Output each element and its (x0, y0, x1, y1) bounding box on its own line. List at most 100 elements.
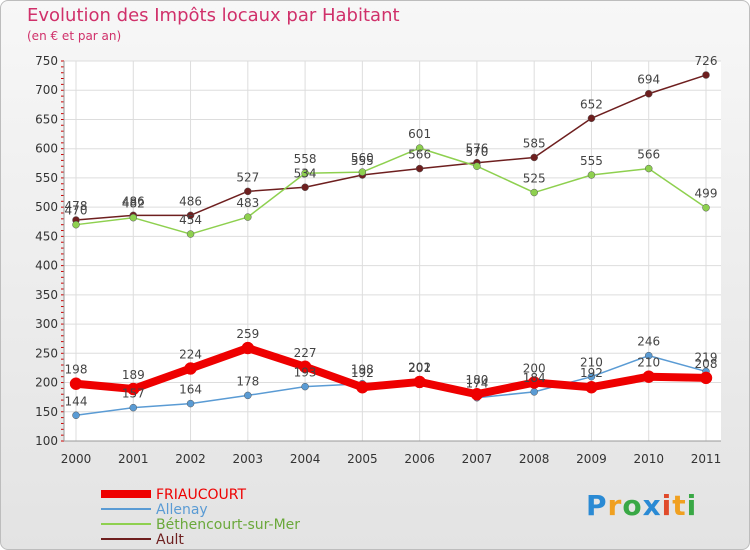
data-point (184, 362, 197, 375)
data-point (244, 187, 252, 196)
x-tick-label: 2001 (118, 452, 149, 466)
data-point (413, 375, 426, 389)
series-line-Ault (75, 74, 707, 221)
data-label: 560 (351, 151, 374, 165)
x-tick-label: 2011 (691, 452, 722, 466)
data-point (358, 168, 367, 176)
data-label: 694 (637, 73, 660, 87)
data-point (72, 220, 80, 229)
data-point (127, 382, 140, 396)
data-point (298, 360, 312, 374)
x-tick-label: 2007 (462, 452, 493, 466)
data-label: 576 (465, 142, 488, 156)
data-point (241, 341, 255, 355)
data-label: 525 (523, 172, 546, 186)
data-point (530, 153, 538, 162)
data-point (415, 164, 424, 173)
data-point (585, 380, 598, 394)
legend-label: Béthencourt-sur-Mer (156, 517, 300, 533)
data-point (129, 213, 138, 222)
x-tick-label: 2010 (633, 452, 664, 466)
data-point (186, 399, 195, 408)
x-tick-label: 2003 (233, 452, 264, 466)
data-point (644, 164, 653, 173)
legend-label: Ault (156, 532, 184, 548)
y-tick-label: 350 (35, 288, 58, 302)
data-label: 601 (408, 127, 431, 141)
data-label: 189 (122, 368, 145, 382)
data-point (69, 377, 83, 390)
data-label: 486 (179, 194, 202, 208)
data-label: 470 (65, 204, 88, 218)
data-label: 193 (294, 366, 317, 380)
y-tick-label: 200 (35, 376, 58, 390)
data-label: 527 (236, 170, 259, 184)
y-tick-label: 100 (35, 434, 58, 448)
data-point (470, 387, 484, 401)
data-label: 164 (179, 383, 202, 397)
data-point (415, 144, 424, 152)
data-label: 482 (122, 197, 145, 211)
legend-label: FRIAUCOURT (156, 487, 246, 503)
logo-letter: o (622, 489, 643, 522)
logo-letter: r (607, 489, 623, 522)
proxiti-logo: Proxiti (586, 489, 697, 522)
data-label: 219 (695, 350, 718, 364)
data-point (72, 411, 80, 420)
data-label: 227 (294, 346, 317, 360)
y-tick-label: 600 (35, 142, 58, 156)
data-label: 566 (637, 148, 660, 162)
data-point (644, 351, 653, 360)
x-tick-label: 2008 (519, 452, 550, 466)
data-label: 652 (580, 97, 603, 111)
data-point (530, 188, 538, 197)
data-label: 726 (695, 54, 718, 68)
data-point (702, 71, 710, 79)
chart-title: Evolution des Impôts locaux par Habitant (27, 5, 400, 26)
data-label: 174 (465, 377, 488, 391)
x-tick-label: 2009 (576, 452, 607, 466)
data-label: 555 (351, 154, 374, 168)
y-tick-label: 150 (35, 405, 58, 419)
data-point (244, 391, 252, 400)
data-label: 192 (351, 366, 374, 380)
data-label: 558 (294, 152, 317, 166)
y-tick-label: 250 (35, 346, 58, 360)
logo-letter: i (661, 489, 673, 522)
logo-letter: P (586, 489, 608, 522)
y-tick-label: 400 (35, 259, 58, 273)
data-label: 483 (236, 196, 259, 210)
logo-letter: x (642, 489, 662, 522)
data-label: 478 (65, 199, 88, 213)
data-label: 499 (695, 187, 718, 201)
data-label: 144 (65, 394, 88, 408)
logo-letter: t (672, 489, 687, 522)
y-tick-label: 500 (35, 200, 58, 214)
y-tick-label: 300 (35, 317, 58, 331)
data-label: 210 (580, 356, 603, 370)
chart-subtitle: (en € et par an) (27, 29, 122, 43)
data-point (301, 169, 309, 177)
data-point (527, 376, 541, 389)
data-point (473, 162, 481, 170)
data-label: 224 (179, 348, 202, 362)
data-point (642, 370, 655, 383)
y-tick-label: 650 (35, 112, 58, 126)
data-label: 454 (179, 213, 202, 227)
data-label: 180 (465, 373, 488, 387)
data-point (129, 403, 138, 412)
data-label: 178 (236, 374, 259, 388)
data-point (699, 371, 713, 385)
data-label: 534 (294, 166, 317, 180)
series-line-Béthencourt-sur-Mer (75, 147, 707, 235)
data-point (587, 114, 596, 123)
data-point (530, 388, 538, 396)
data-label: 259 (236, 327, 259, 341)
data-point (186, 230, 195, 238)
x-tick-label: 2005 (347, 452, 378, 466)
data-label: 555 (580, 154, 603, 168)
data-point (587, 171, 596, 179)
y-tick-label: 700 (35, 83, 58, 97)
